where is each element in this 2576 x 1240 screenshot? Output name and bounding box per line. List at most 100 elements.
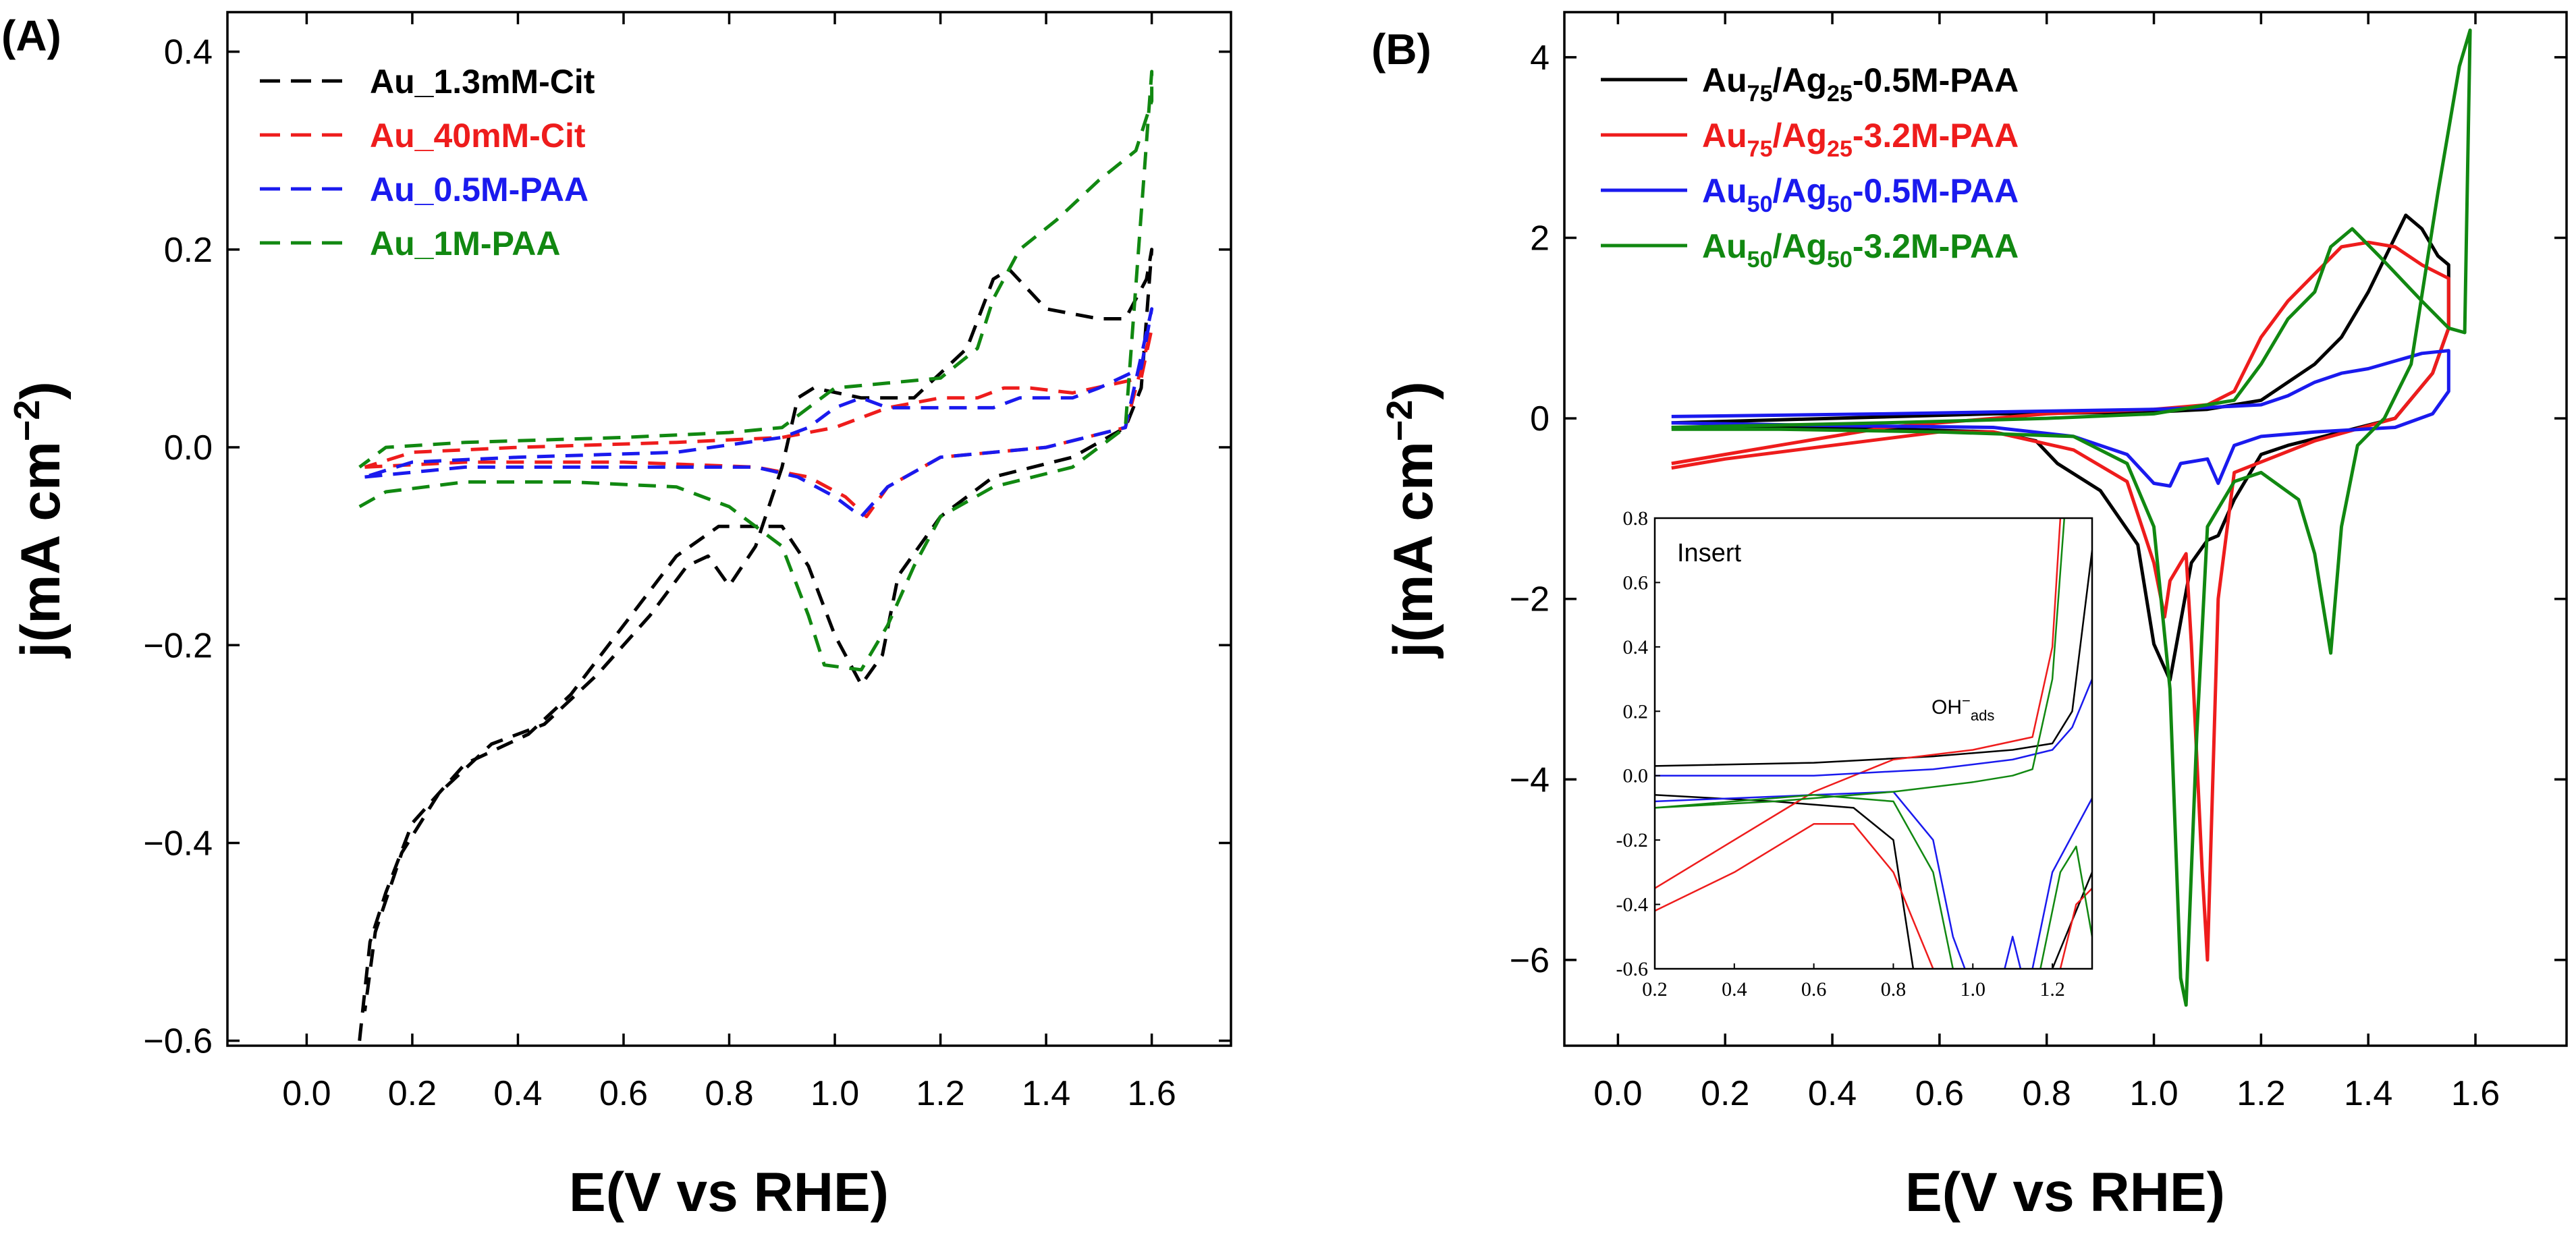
inset-annotation-sub: ads (1971, 707, 1994, 724)
panel-a-y-label-main: j(mA cm (10, 441, 72, 658)
legend-label: Au_40mM-Cit (370, 117, 586, 154)
x-tick-label: 0.0 (1593, 1074, 1642, 1113)
panel-a: (A) 0.0 0.2 0.4 0.6 0.8 1.0 1.2 1.4 1.6 0.40.20.… (1, 11, 1232, 1223)
series-line (358, 69, 1154, 672)
series-line (1671, 240, 2450, 962)
inset-series-line (1655, 823, 1934, 969)
legend-label: Au_1M-PAA (370, 225, 560, 262)
panel-b-y-label-main: j(mA cm (1383, 441, 1444, 658)
inset-series-line (2039, 845, 2092, 969)
panel-a-y-label-close: ) (10, 381, 72, 399)
panel-b-plot-frame (1563, 11, 2568, 1047)
panel-b-legend: Au75/Ag25-0.5M-PAA Au75/Ag25-3.2M-PAA Au50… (1601, 61, 2019, 273)
inset-series-line (1655, 791, 1966, 969)
y-tick-label: 0.2 (164, 231, 213, 270)
series-line (1671, 28, 2472, 1007)
series-line (364, 327, 1154, 519)
y-tick-label: 2 (1530, 219, 1550, 258)
x-tick-label: 0.4 (1808, 1074, 1857, 1113)
inset-series-line (1655, 518, 2066, 809)
y-tick-label: 0.4 (1623, 636, 1649, 658)
panel-a-legend: Au_1.3mM-Cit Au_40mM-Cit Au_0.5M-PAA Au_1M-… (260, 63, 595, 262)
x-tick-label: 0.4 (1722, 978, 1747, 1001)
panel-b-y-label-sup: −2 (1379, 400, 1420, 442)
inset-x-ticks: 0.2 0.4 0.6 0.8 1.0 1.2 (1642, 963, 2065, 1001)
panel-a-y-axis-label: j(mA cm−2) (7, 381, 72, 658)
y-tick-label: −0.2 (143, 626, 213, 665)
legend-label: Au75/Ag25-0.5M-PAA (1702, 61, 2019, 107)
inset-y-ticks: 0.8 0.6 0.4 0.2 0.0 -0.2 -0.4 -0.6 (1616, 507, 1660, 980)
legend-label: Au_0.5M-PAA (370, 171, 588, 208)
y-tick-label: 0 (1530, 399, 1550, 439)
y-tick-label: 0.2 (1623, 700, 1649, 723)
x-tick-label: 1.2 (916, 1074, 964, 1113)
inset-series-line (1655, 794, 1915, 969)
x-tick-label: 1.0 (2129, 1074, 2178, 1113)
series-line (358, 248, 1154, 1041)
y-tick-label: 0.0 (1623, 765, 1649, 787)
x-tick-label: 0.8 (2023, 1074, 2071, 1113)
inset-title: Insert (1677, 539, 1741, 567)
x-tick-label: 0.8 (1881, 978, 1907, 1001)
x-tick-label: 1.0 (811, 1074, 859, 1113)
legend-label: Au75/Ag25-3.2M-PAA (1702, 117, 2019, 162)
series-line (364, 307, 1154, 519)
x-tick-label: 0.0 (282, 1074, 331, 1113)
panel-a-y-label-sup: −2 (7, 400, 47, 442)
y-tick-label: −6 (1510, 941, 1550, 980)
x-tick-label: 1.2 (2039, 978, 2065, 1001)
panel-b-inset: 0.2 0.4 0.6 0.8 1.0 1.2 0.8 0.6 0.4 0.2 0.0 -0.2 -0… (1616, 507, 2093, 1001)
y-tick-label: 0.4 (164, 33, 213, 72)
y-tick-label: 4 (1530, 38, 1550, 78)
y-tick-label: -0.2 (1616, 829, 1649, 851)
panel-a-label: (A) (1, 11, 61, 60)
legend-label: Au50/Ag50-3.2M-PAA (1702, 227, 2019, 273)
x-tick-label: 1.4 (1022, 1074, 1070, 1113)
panel-a-y-ticks: 0.4 0.2 0.0 −0.2 −0.4 −0.6 (143, 33, 1231, 1061)
x-tick-label: 1.2 (2237, 1074, 2285, 1113)
y-tick-label: −0.6 (143, 1022, 213, 1061)
panel-b-y-label-close: ) (1383, 381, 1444, 399)
inset-annotation-sup: − (1962, 692, 1971, 709)
y-tick-label: -0.4 (1616, 894, 1649, 916)
y-tick-label: 0.8 (1623, 507, 1649, 530)
inset-series-line (2004, 936, 2022, 969)
y-tick-label: −0.4 (143, 824, 213, 863)
x-tick-label: 0.8 (705, 1074, 753, 1113)
panel-b-y-ticks: 4 2 0 −2 −4 −6 (1510, 38, 2567, 980)
x-tick-label: 0.4 (493, 1074, 542, 1113)
panel-b-y-axis-label: j(mA cm−2) (1379, 381, 1444, 658)
legend-label: Au50/Ag50-0.5M-PAA (1702, 172, 2019, 217)
x-tick-label: 0.6 (599, 1074, 648, 1113)
x-tick-label: 1.6 (2451, 1074, 2500, 1113)
panel-a-x-axis-label: E(V vs RHE) (569, 1162, 889, 1223)
panel-a-series (358, 69, 1154, 1041)
x-tick-label: 1.4 (2344, 1074, 2392, 1113)
inset-series-line (1655, 794, 1954, 969)
panel-a-x-ticks: 0.0 0.2 0.4 0.6 0.8 1.0 1.2 1.4 1.6 (282, 12, 1176, 1113)
x-tick-label: 0.2 (1642, 978, 1668, 1001)
y-tick-label: 0.6 (1623, 571, 1649, 594)
inset-series (1655, 518, 2092, 969)
legend-label: Au_1.3mM-Cit (370, 63, 595, 101)
inset-annotation-main: OH (1931, 696, 1962, 718)
y-tick-label: −2 (1510, 580, 1550, 619)
x-tick-label: 0.6 (1915, 1074, 1964, 1113)
y-tick-label: -0.6 (1616, 958, 1649, 980)
x-tick-label: 0.2 (1701, 1074, 1749, 1113)
panel-b-label: (B) (1371, 25, 1431, 74)
inset-series-line (2031, 797, 2092, 969)
panel-b-x-ticks: 0.0 0.2 0.4 0.6 0.8 1.0 1.2 1.4 1.6 (1593, 12, 2500, 1113)
y-tick-label: −4 (1510, 760, 1550, 799)
inset-series-line (2059, 887, 2092, 969)
panel-b: (B) 0.0 0.2 0.4 0.6 0.8 1.0 1.2 1.4 1.6 4 2 0 −2 −4 −… (1371, 11, 2568, 1223)
panel-b-series (1671, 28, 2472, 1007)
x-tick-label: 1.6 (1127, 1074, 1176, 1113)
series-line (1671, 349, 2450, 488)
inset-frame (1653, 517, 2093, 970)
inset-series-line (1655, 518, 2062, 889)
panel-b-x-axis-label: E(V vs RHE) (1905, 1162, 2225, 1223)
inset-series-line (1655, 550, 2092, 767)
inset-background (1655, 518, 2092, 969)
